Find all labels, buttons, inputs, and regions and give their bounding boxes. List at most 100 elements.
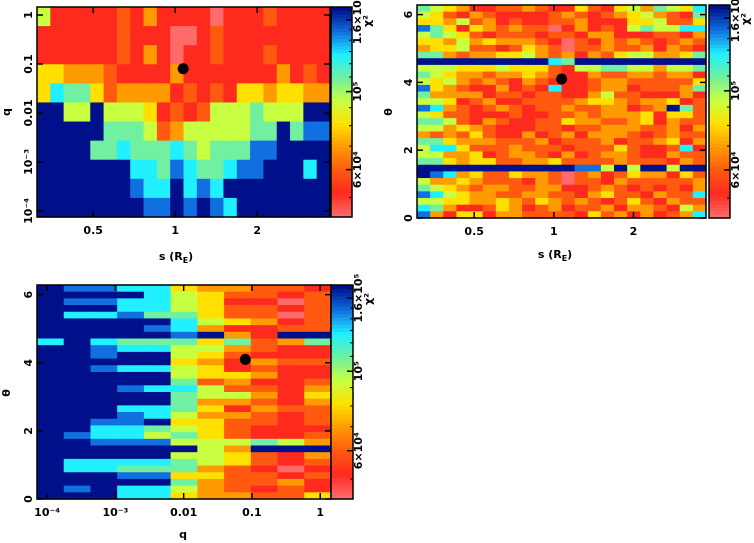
heatmap-cell: [304, 305, 332, 313]
heatmap-cell: [692, 184, 707, 192]
colorbar-segment: [709, 8, 730, 13]
heatmap-cell: [587, 38, 602, 46]
y-tick-label: 1: [22, 11, 35, 19]
heatmap-cell: [304, 458, 332, 467]
colorbar-segment: [331, 157, 352, 162]
heatmap-cell: [614, 131, 628, 139]
heatmap-cell: [304, 318, 332, 326]
heatmap-cell: [469, 131, 484, 139]
heatmap-cell: [548, 191, 563, 199]
heatmap-cell: [170, 378, 198, 386]
heatmap-cell: [236, 121, 251, 142]
heatmap-cell: [456, 198, 471, 206]
heatmap-cell: [90, 478, 118, 487]
heatmap-cell: [653, 198, 668, 206]
heatmap-cell: [143, 345, 172, 353]
heatmap-cell: [482, 164, 497, 173]
heatmap-cell: [224, 298, 252, 306]
heatmap-cell: [587, 204, 602, 212]
heatmap-cell: [236, 7, 251, 27]
heatmap-cell: [482, 18, 497, 26]
heatmap-cell: [535, 58, 549, 66]
colorbar-segment: [331, 38, 352, 43]
colorbar-segment: [331, 399, 353, 404]
colorbar-segment: [709, 115, 730, 120]
heatmap-cell: [443, 104, 458, 113]
heatmap-cell: [170, 331, 198, 340]
heatmap-cell: [117, 418, 145, 427]
heatmap-cell: [574, 104, 589, 113]
heatmap-cell: [574, 144, 589, 153]
heatmap-cell: [290, 64, 304, 84]
heatmap-cell: [277, 311, 305, 320]
heatmap-cell: [653, 178, 668, 186]
heatmap-cell: [679, 211, 694, 219]
heatmap-cell: [627, 78, 641, 86]
colorbar-segment: [331, 112, 352, 117]
heatmap-cell: [224, 305, 252, 313]
heatmap-cell: [508, 171, 523, 179]
x-axis-label-tail: ): [567, 248, 572, 261]
heatmap-cell: [117, 291, 145, 299]
heatmap-cell: [600, 71, 615, 79]
heatmap-cell: [63, 432, 92, 440]
heatmap-cell: [304, 405, 332, 413]
heatmap-cell: [290, 102, 304, 123]
x-axis-label-subscript: E: [562, 254, 567, 263]
heatmap-cell: [304, 351, 332, 360]
heatmap-cell: [277, 398, 305, 406]
heatmap-cell: [224, 311, 252, 320]
heatmap-cell: [143, 425, 172, 433]
heatmap-cell: [456, 5, 471, 13]
heatmap-cell: [143, 305, 172, 313]
heatmap-cell: [535, 178, 549, 186]
heatmap-cell: [600, 198, 615, 206]
heatmap-cell: [430, 198, 444, 206]
colorbar-segment: [331, 395, 353, 400]
heatmap-cell: [469, 18, 484, 26]
y-tick-label: 4: [402, 78, 415, 86]
colorbar-segment: [331, 143, 352, 148]
heatmap-cell: [561, 211, 576, 219]
heatmap-cell: [430, 124, 444, 133]
heatmap-cell: [63, 412, 92, 420]
heatmap-cell: [263, 7, 278, 27]
heatmap-cell: [117, 432, 145, 440]
heatmap-cell: [197, 478, 225, 487]
heatmap-cell: [250, 438, 279, 447]
heatmap-cell: [640, 84, 655, 93]
heatmap-cell: [587, 24, 602, 33]
heatmap-cell: [63, 26, 78, 46]
colorbar-segment: [331, 56, 352, 61]
heatmap-cell: [640, 184, 655, 192]
colorbar-segment: [331, 288, 353, 293]
heatmap-cell: [456, 51, 471, 59]
heatmap-cell: [316, 197, 331, 218]
heatmap-cell: [290, 178, 304, 199]
heatmap-cell: [90, 432, 118, 440]
heatmap-cell: [236, 102, 251, 123]
heatmap-cell: [37, 418, 65, 427]
x-axis-label-main: s (R: [538, 248, 562, 261]
heatmap-cell: [143, 405, 172, 413]
heatmap-cell: [170, 7, 185, 27]
heatmap-cell: [469, 144, 484, 153]
heatmap-cell: [653, 84, 668, 93]
heatmap-cell: [143, 197, 158, 218]
colorbar-segment: [709, 150, 730, 155]
colorbar-segment: [709, 147, 730, 152]
heatmap-cell: [143, 385, 172, 393]
heatmap-cell: [90, 291, 118, 299]
colorbar-segment: [709, 164, 730, 169]
heatmap-cell: [417, 118, 431, 126]
heatmap-cell: [614, 31, 628, 39]
colorbar-segment: [331, 324, 353, 329]
heatmap-cell: [495, 91, 510, 99]
heatmap-cell: [117, 452, 145, 460]
colorbar-segment: [331, 302, 353, 307]
heatmap-cell: [666, 38, 681, 46]
heatmap-cell: [263, 83, 278, 104]
y-tick-label: 10⁻⁴: [22, 198, 35, 224]
heatmap-cell: [443, 91, 458, 99]
heatmap-cell: [469, 5, 484, 13]
